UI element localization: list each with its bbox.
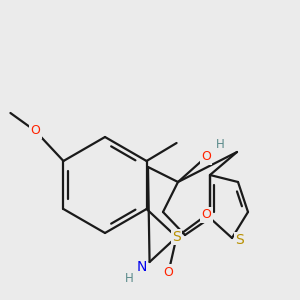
Text: O: O [164,266,173,278]
Text: N: N [136,260,147,274]
Text: S: S [236,233,244,247]
Text: O: O [202,208,212,221]
Text: O: O [201,151,211,164]
Text: O: O [31,124,40,137]
Text: H: H [125,272,134,286]
Text: H: H [216,139,224,152]
Text: S: S [172,230,181,244]
